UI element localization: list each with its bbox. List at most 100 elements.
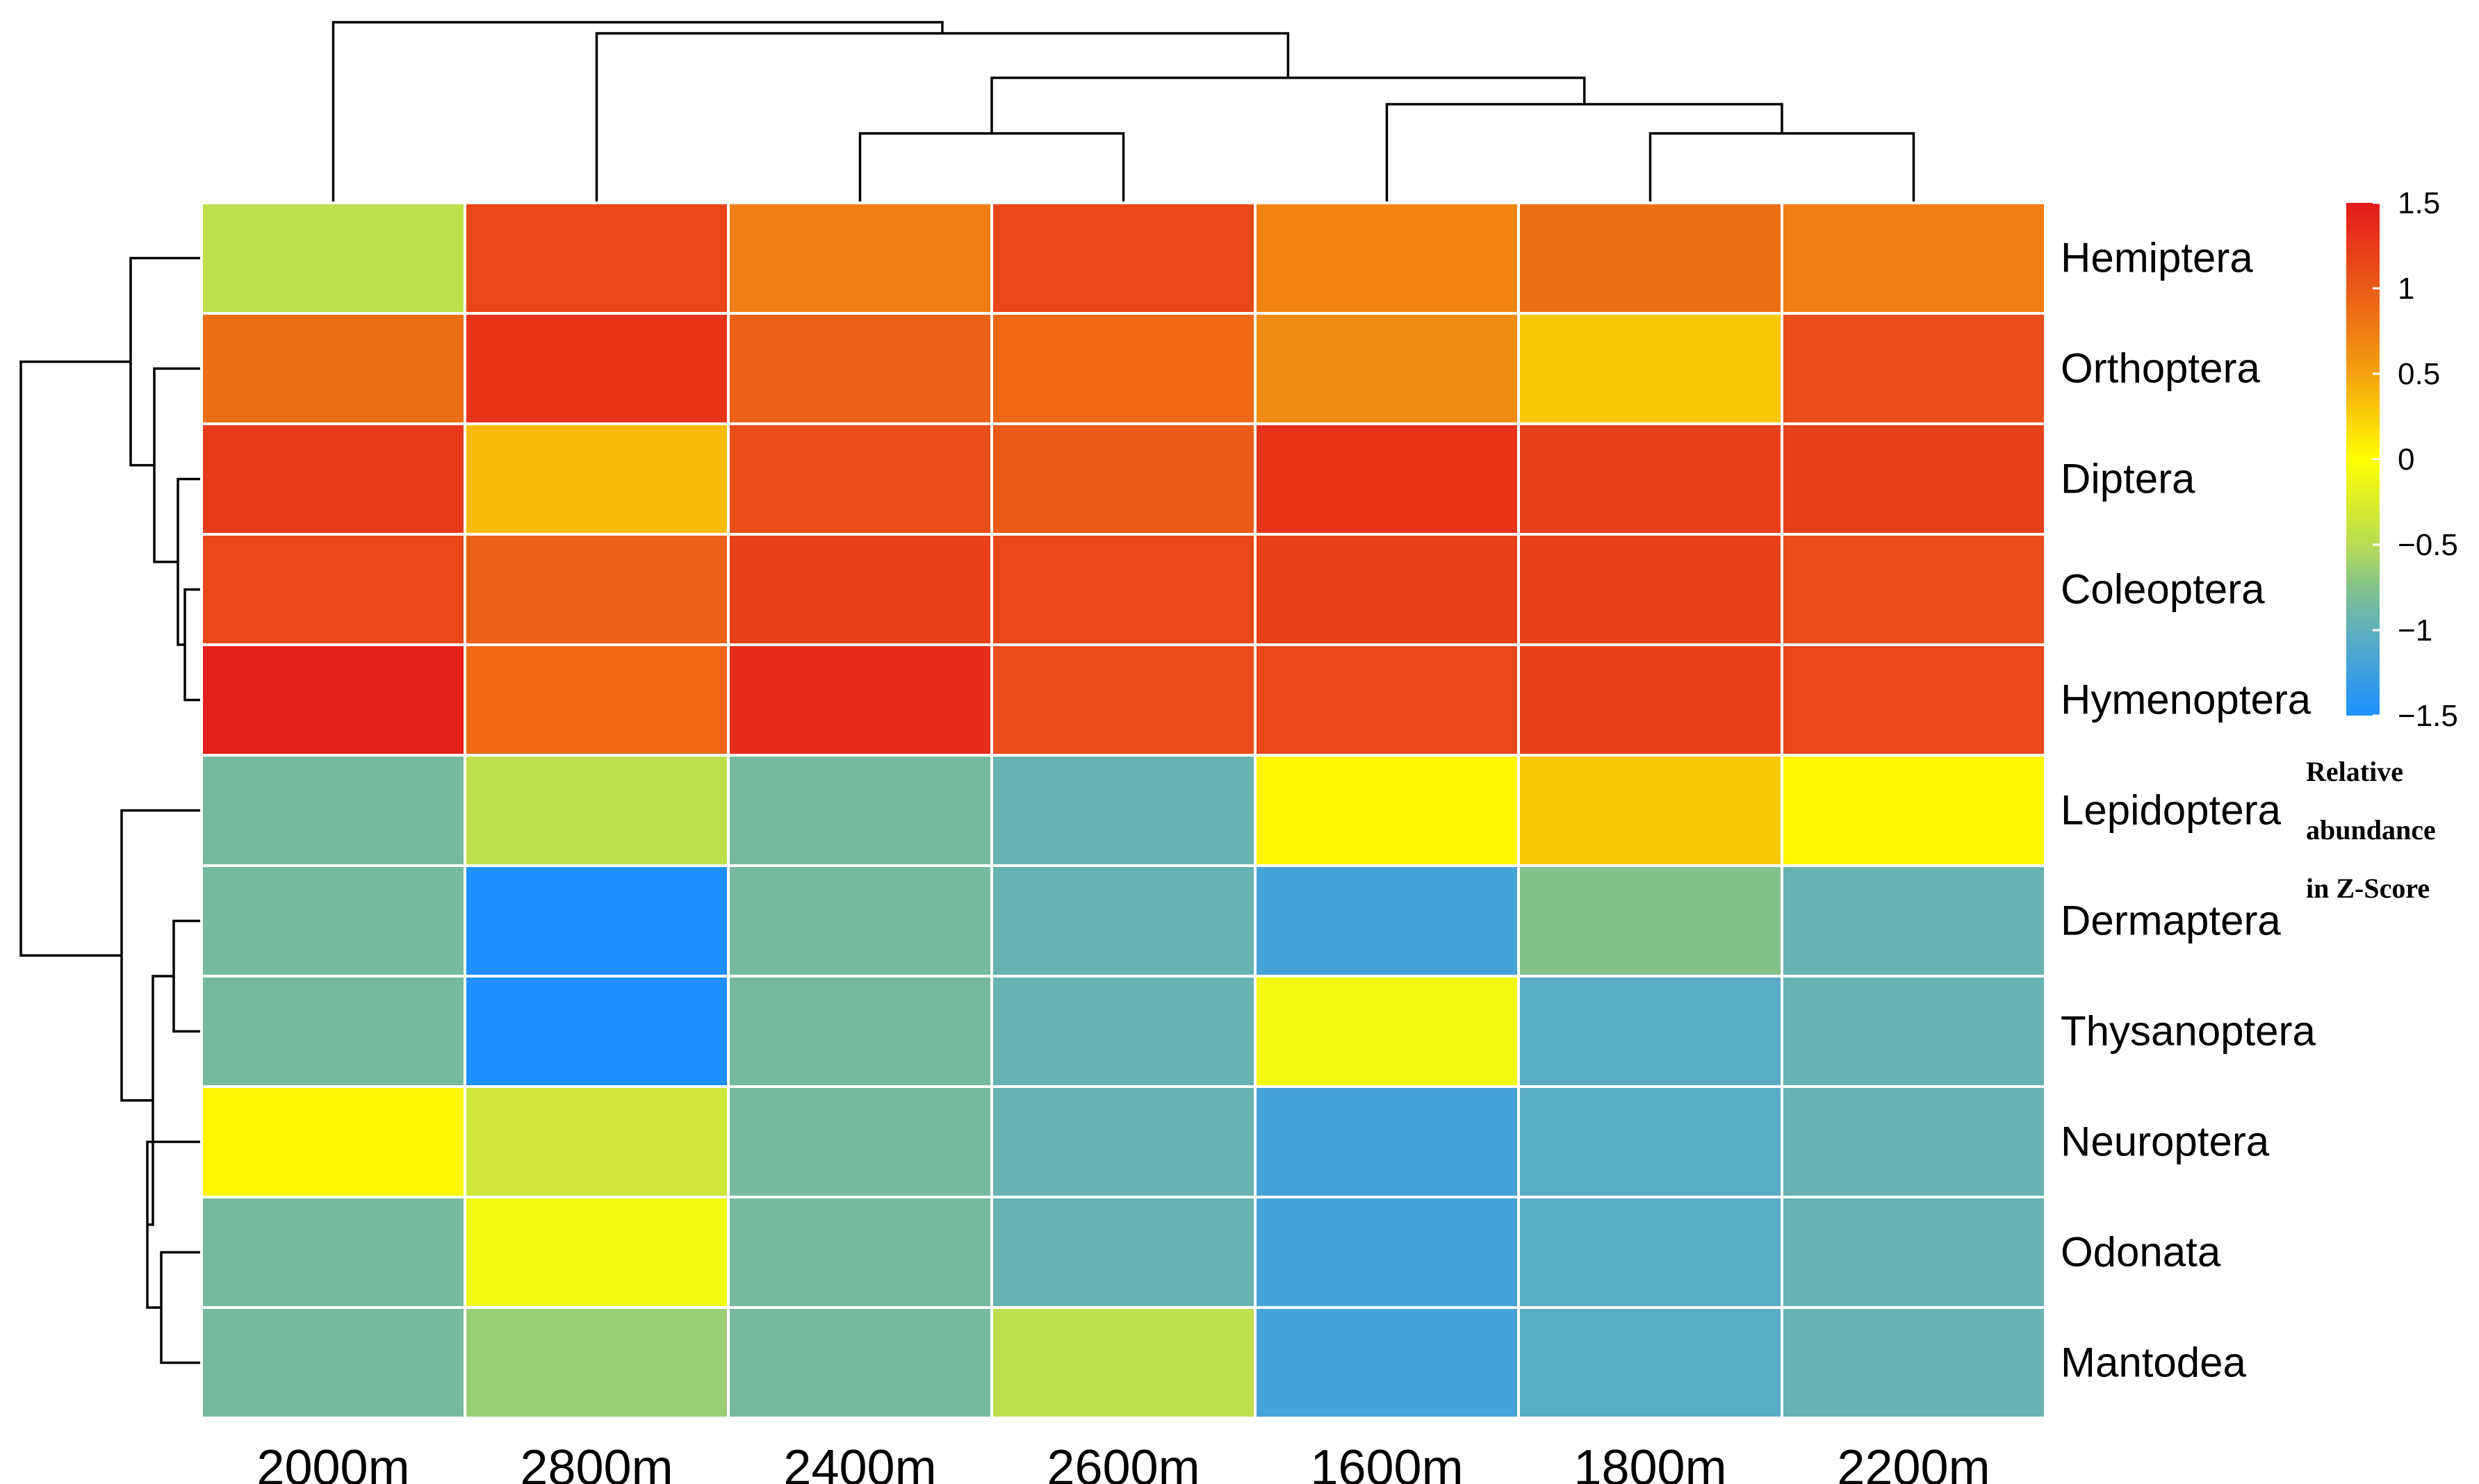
- heatmap-cell: [727, 1196, 993, 1309]
- heatmap-cell: [727, 643, 993, 757]
- heatmap-cell: [990, 201, 1257, 315]
- heatmap-cell: [1781, 754, 2047, 867]
- column-dendrogram-link: [595, 32, 1290, 203]
- column-label: 1600m: [1310, 1440, 1463, 1484]
- heatmap-cell: [727, 422, 993, 536]
- column-dendrogram-link: [990, 76, 1586, 133]
- heatmap-cell: [1517, 754, 1783, 867]
- heatmap-cell: [1254, 201, 1520, 315]
- row-dendrogram-link: [19, 360, 131, 957]
- legend-title: Relative abundance in Z-Score: [2306, 756, 2436, 904]
- heatmap-cell: [1517, 533, 1783, 646]
- heatmap-cell: [1781, 533, 2047, 646]
- column-label: 2800m: [520, 1440, 673, 1484]
- legend-tick-label: −0.5: [2398, 528, 2458, 562]
- column-dendrogram-link: [858, 132, 1125, 203]
- column-label: 2000m: [256, 1440, 409, 1484]
- column-dendrogram-link: [332, 21, 944, 203]
- column-label: 2400m: [783, 1440, 936, 1484]
- row-label: Dermaptera: [2061, 898, 2281, 944]
- heatmap-cell: [990, 533, 1257, 646]
- color-legend: 1.5 1 0.5 0 −0.5 −1 −1.5 Relative abundance in Z…: [2306, 186, 2458, 904]
- row-dendrogram-link: [177, 477, 202, 646]
- legend-tick-label: 1: [2398, 272, 2414, 306]
- heatmap-cell: [990, 422, 1257, 536]
- heatmap-cell: [200, 1196, 466, 1309]
- heatmap-cell: [727, 864, 993, 978]
- heatmap-cell: [1254, 422, 1520, 536]
- row-dendrogram-link: [146, 1140, 202, 1309]
- column-dendrogram: [332, 21, 1915, 203]
- column-label: 1800m: [1573, 1440, 1726, 1484]
- heatmap-cell: [990, 1085, 1257, 1198]
- heatmap-cell: [200, 312, 466, 425]
- heatmap-cell: [1517, 975, 1783, 1088]
- legend-title-line: Relative: [2306, 756, 2403, 787]
- heatmap-cell: [990, 1306, 1257, 1419]
- row-label: Odonata: [2061, 1229, 2221, 1276]
- heatmap-cell: [1781, 1306, 2047, 1419]
- row-dendrogram-link: [172, 919, 202, 1033]
- heatmap-cell: [1254, 864, 1520, 978]
- column-labels: 2000m 2800m 2400m 2600m 1600m 1800m 2200m: [256, 1440, 1990, 1484]
- row-label: Hemiptera: [2061, 235, 2253, 281]
- legend-tick-label: 1.5: [2398, 186, 2440, 220]
- column-label: 2600m: [1047, 1440, 1200, 1484]
- row-labels: Hemiptera Orthoptera Diptera Coleoptera Hyme…: [2061, 235, 2316, 1386]
- heatmap-cell: [1517, 201, 1783, 315]
- row-label: Orthoptera: [2061, 345, 2260, 392]
- heatmap-cell: [200, 201, 466, 315]
- heatmap-cell: [1254, 1085, 1520, 1198]
- heatmap-cell: [727, 1085, 993, 1198]
- heatmap-cell: [1781, 864, 2047, 978]
- heatmap-cell: [464, 312, 730, 425]
- row-dendrogram-link: [160, 1251, 202, 1365]
- column-dendrogram-link: [1648, 132, 1915, 203]
- heatmap-cell: [1254, 643, 1520, 757]
- heatmap-cell: [1254, 975, 1520, 1088]
- heatmap-cell: [200, 1306, 466, 1419]
- heatmap-cell: [464, 1085, 730, 1198]
- heatmap-cell: [990, 754, 1257, 867]
- heatmap-cell: [200, 864, 466, 978]
- heatmap-cell: [1517, 422, 1783, 536]
- legend-title-line: abundance: [2306, 814, 2436, 846]
- heatmap-cell: [1781, 975, 2047, 1088]
- legend-title-line: in Z-Score: [2306, 873, 2430, 904]
- heatmap-cell: [200, 1085, 466, 1198]
- heatmap-cell: [464, 864, 730, 978]
- row-label: Thysanoptera: [2061, 1008, 2316, 1055]
- heatmap-cell: [464, 1306, 730, 1419]
- heatmap-cell: [1781, 1085, 2047, 1198]
- heatmap-cell: [1254, 754, 1520, 867]
- heatmap-cell: [727, 201, 993, 315]
- legend-tick-label: −1.5: [2398, 699, 2458, 733]
- heatmap-cell: [990, 643, 1257, 757]
- heatmap-cell: [1254, 1196, 1520, 1309]
- heatmap-cell: [464, 643, 730, 757]
- heatmap-cell: [464, 975, 730, 1088]
- row-label: Diptera: [2061, 456, 2195, 502]
- row-dendrogram: [19, 256, 202, 1365]
- row-dendrogram-link: [183, 588, 202, 702]
- heatmap-cells: [200, 201, 2047, 1419]
- heatmap-cell: [990, 312, 1257, 425]
- heatmap-cell: [464, 201, 730, 315]
- legend-tick-label: 0.5: [2398, 357, 2440, 391]
- heatmap-cell: [727, 754, 993, 867]
- row-dendrogram-link: [129, 256, 202, 467]
- row-label: Hymenoptera: [2061, 677, 2312, 723]
- heatmap-cell: [1254, 1306, 1520, 1419]
- legend-ticks: 1.5 1 0.5 0 −0.5 −1 −1.5: [2373, 186, 2458, 733]
- heatmap-cell: [727, 1306, 993, 1419]
- heatmap-cell: [1517, 643, 1783, 757]
- heatmap-cell: [990, 975, 1257, 1088]
- heatmap-cell: [1517, 1306, 1783, 1419]
- legend-tick-label: −1: [2398, 613, 2432, 648]
- heatmap-cell: [1517, 864, 1783, 978]
- heatmap-cell: [200, 422, 466, 536]
- heatmap-cell: [1781, 312, 2047, 425]
- row-label: Coleoptera: [2061, 566, 2265, 613]
- heatmap-cell: [727, 533, 993, 646]
